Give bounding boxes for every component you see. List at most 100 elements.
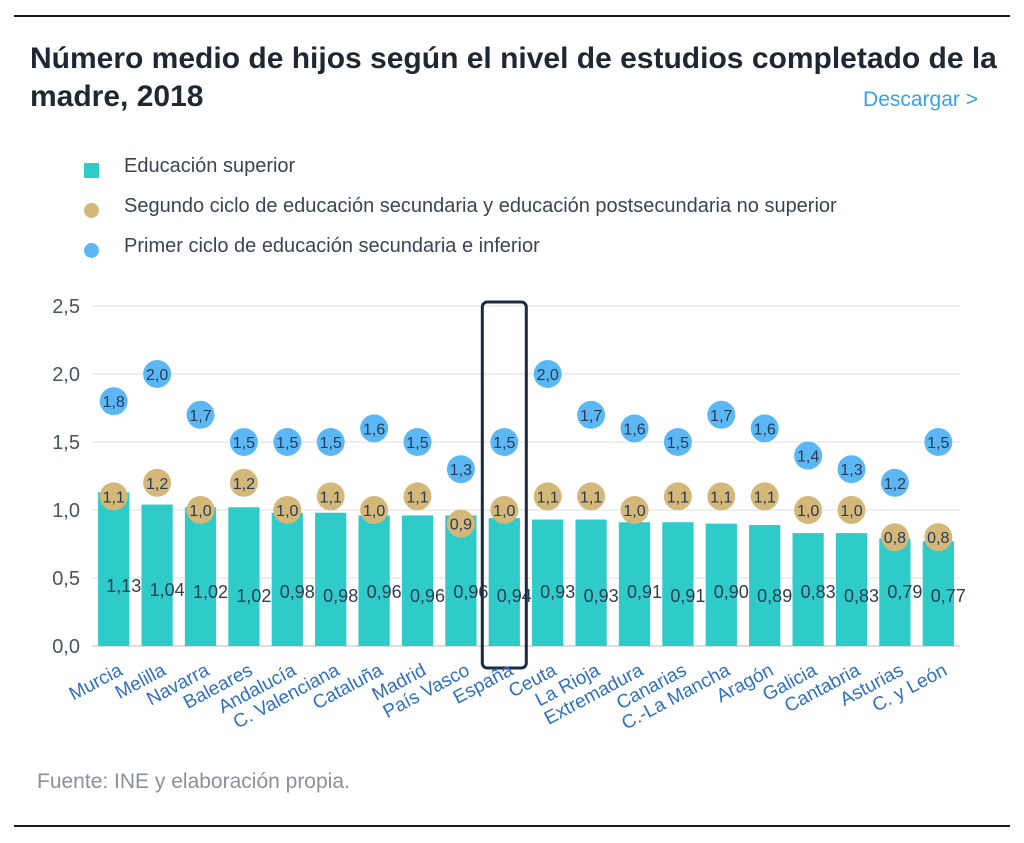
primary-dot-label: 1,7 [710,408,732,425]
secondary-dot-point [837,496,866,524]
y-tick-label: 2,0 [52,364,80,386]
bar [662,522,694,646]
bar [358,515,390,646]
secondary-dot-point [273,496,302,524]
bar [488,518,520,646]
primary-dot-label: 1,7 [189,408,211,425]
bar-value-label: 0,98 [323,586,358,606]
bar-value-label: 0,83 [801,582,836,602]
bar-value-label: 0,96 [453,582,488,602]
primary-dot-point [403,428,432,456]
secondary-dot-point [316,482,345,511]
bar [271,512,303,646]
bar-value-label: 0,96 [410,586,445,606]
secondary-dot-label: 1,0 [363,503,385,520]
bar-value-label: 1,13 [106,576,141,596]
secondary-dot-label: 1,0 [493,503,515,520]
secondary-dot-label: 0,8 [927,530,949,547]
primary-dot-label: 1,5 [320,435,342,452]
bar [749,524,781,646]
bar [315,512,347,646]
top-rule [14,15,1010,17]
legend-label: Segundo ciclo de educación secundaria y … [124,195,837,217]
download-link[interactable]: Descargar > [863,88,978,111]
primary-dot-label: 1,6 [363,421,385,438]
legend-label: Educación superior [124,155,296,177]
y-tick-label: 0,0 [52,636,80,658]
primary-dot-point [707,400,736,429]
bar-value-label: 0,96 [367,582,402,602]
bar [792,533,824,646]
secondary-dot-label: 1,1 [320,489,342,506]
bar-value-label: 0,91 [670,586,705,606]
secondary-dot-label: 1,0 [840,503,862,520]
source-note: Fuente: INE y elaboración propia. [37,770,350,793]
y-tick-label: 1,0 [52,500,80,522]
highlight-box [480,300,528,670]
primary-dot-label: 1,7 [580,408,602,425]
bar [879,538,911,646]
secondary-dot-point [707,482,736,511]
secondary-dot-point [577,482,606,511]
secondary-dot-label: 0,9 [450,517,472,534]
secondary-dot-point [750,482,779,511]
chart-title: Número medio de hijos según el nivel de … [30,42,997,113]
bar [835,533,868,646]
primary-dot-label: 2,0 [537,367,559,384]
bar-value-label: 0,79 [887,582,922,602]
primary-dot-label: 1,6 [623,421,645,438]
secondary-dot-point [229,468,258,497]
secondary-dot-point [490,496,519,524]
bar-value-label: 1,02 [236,586,271,606]
primary-dot-label: 1,5 [667,435,689,452]
bar [618,522,651,646]
secondary-dot-label: 1,0 [189,503,211,520]
bar-value-label: 0,91 [627,582,662,602]
secondary-dot-point [143,468,172,497]
bar-value-label: 0,77 [931,586,966,606]
primary-dot-label: 1,5 [406,435,428,452]
bar [705,523,737,646]
primary-dot-label: 1,5 [493,435,515,452]
secondary-dot-label: 1,1 [406,489,428,506]
secondary-dot-label: 1,1 [103,489,125,506]
legend-square-icon [84,163,99,178]
legend-dot-icon [84,243,99,258]
secondary-dot-label: 1,1 [537,489,559,506]
bar [184,507,217,646]
secondary-dot-label: 1,0 [276,503,298,520]
bar [98,492,130,646]
secondary-dot-point [99,482,128,511]
primary-dot-label: 1,3 [840,462,862,479]
secondary-dot-point [794,496,823,524]
primary-dot-point [273,428,302,456]
secondary-dot-label: 1,1 [667,489,689,506]
primary-dot-label: 1,5 [233,435,255,452]
bar-value-label: 0,93 [584,586,619,606]
primary-dot-point [360,414,389,443]
primary-dot-label: 1,5 [276,435,298,452]
primary-dot-point [533,360,562,388]
primary-dot-point [880,468,909,497]
primary-dot-label: 1,3 [450,462,472,479]
primary-dot-label: 1,5 [927,435,949,452]
primary-dot-point [794,441,823,470]
primary-dot-label: 2,0 [146,367,168,384]
primary-dot-point [663,428,692,456]
bar-value-label: 0,98 [280,582,315,602]
bar [141,504,173,646]
secondary-dot-point [186,496,215,524]
bottom-rule [14,825,1010,827]
primary-dot-label: 1,6 [754,421,776,438]
primary-dot-point [837,455,866,484]
secondary-dot-point [360,496,389,524]
bar-value-label: 0,94 [497,586,532,606]
secondary-dot-point [620,496,649,524]
secondary-dot-label: 1,2 [233,476,255,493]
bar [575,519,607,646]
secondary-dot-point [533,482,562,511]
primary-dot-point [99,387,128,416]
secondary-dot-label: 1,2 [146,476,168,493]
secondary-dot-label: 1,0 [797,503,819,520]
primary-dot-point [229,428,258,456]
